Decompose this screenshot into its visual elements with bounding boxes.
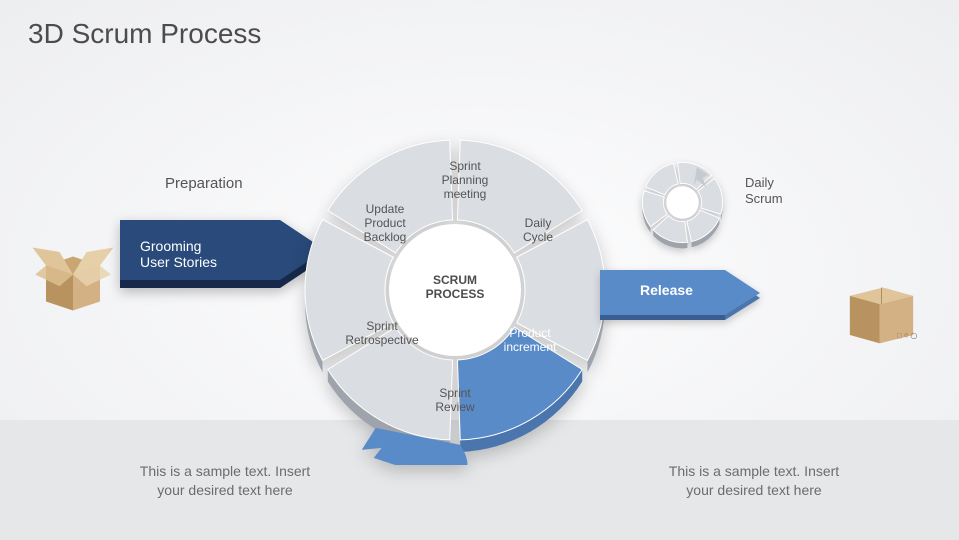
- open-box-icon: [28, 225, 118, 315]
- daily-scrum-ring: [630, 150, 735, 255]
- sample-text-right: This is a sample text. Insert your desir…: [624, 462, 884, 500]
- closed-box-icon: ⬚ ♲ ◯: [839, 275, 924, 350]
- svg-text:⬚ ♲ ◯: ⬚ ♲ ◯: [897, 333, 918, 340]
- scrum-ring: SCRUM PROCESS Update Product Backlog Spr…: [290, 125, 620, 455]
- diagram-stage: Preparation Grooming User Stories SCRUM …: [0, 70, 959, 540]
- grooming-text: Grooming User Stories: [140, 238, 217, 270]
- seg-product-increment: Product increment: [495, 327, 565, 355]
- daily-scrum-label: Daily Scrum: [745, 175, 783, 206]
- sample-text-left: This is a sample text. Insert your desir…: [95, 462, 355, 500]
- seg-sprint-planning: Sprint Planning meeting: [430, 160, 500, 201]
- seg-sprint-review: Sprint Review: [425, 387, 485, 415]
- release-arrow: Release: [600, 270, 765, 325]
- page-title: 3D Scrum Process: [28, 18, 261, 50]
- center-label: SCRUM PROCESS: [425, 273, 485, 302]
- release-text: Release: [640, 282, 693, 298]
- seg-daily-cycle: Daily Cycle: [508, 217, 568, 245]
- seg-sprint-retro: Sprint Retrospective: [337, 320, 427, 348]
- seg-update-backlog: Update Product Backlog: [350, 203, 420, 244]
- preparation-label: Preparation: [165, 175, 243, 192]
